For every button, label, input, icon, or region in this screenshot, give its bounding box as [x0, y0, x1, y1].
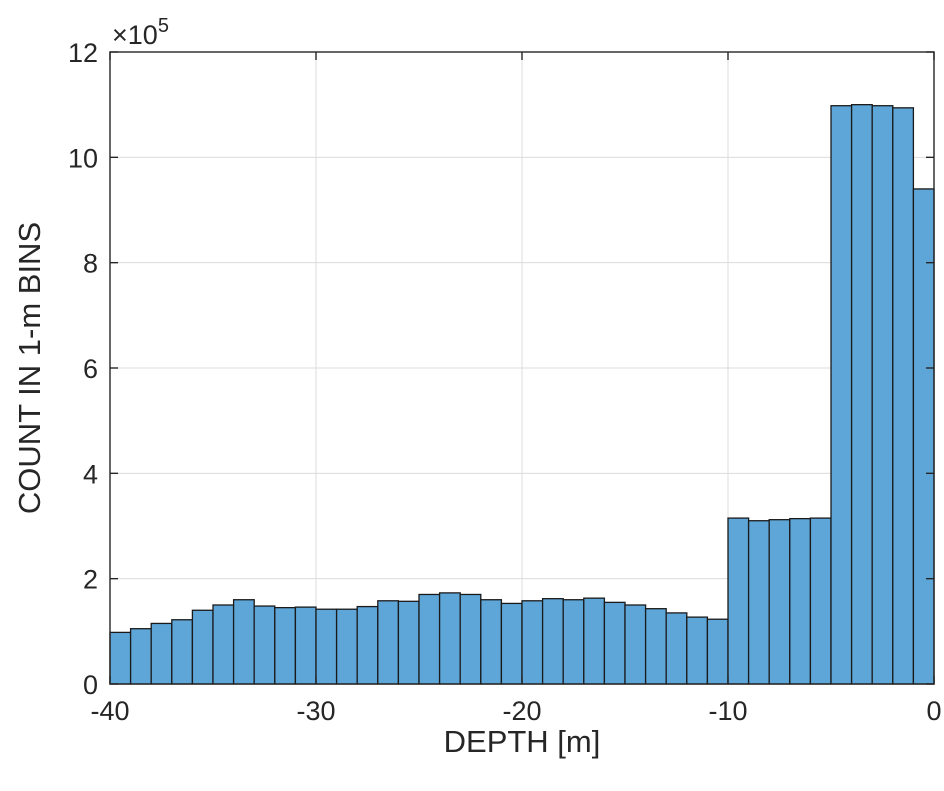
y-exponent-base: ×10: [112, 20, 158, 50]
histogram-bar: [500, 602, 523, 685]
y-tick-label: 8: [83, 249, 98, 279]
histogram-bar: [397, 600, 420, 685]
y-tick-label: 12: [68, 38, 98, 68]
y-tick-label: 2: [83, 565, 98, 595]
histogram-bar: [624, 604, 647, 685]
histogram-bar: [438, 592, 461, 685]
histogram-bars: [109, 104, 935, 685]
x-tick-label: 0: [926, 696, 941, 726]
histogram-bar: [150, 622, 173, 685]
histogram-bar: [377, 600, 400, 685]
y-axis-ticks: 0 2 4 6 8 10 12: [68, 38, 934, 700]
histogram-bar: [892, 107, 915, 685]
histogram-bar: [541, 598, 564, 685]
histogram-bar: [294, 606, 317, 685]
histogram-bar: [109, 631, 132, 685]
histogram-bar: [644, 608, 667, 685]
x-tick-label: -30: [296, 696, 335, 726]
histogram-bar: [459, 593, 482, 685]
histogram-bar: [768, 519, 791, 685]
histogram-bar: [583, 597, 606, 685]
histogram-bar: [727, 517, 750, 685]
histogram-bar: [335, 608, 358, 685]
histogram-bar: [253, 605, 276, 685]
y-tick-label: 4: [83, 459, 98, 489]
histogram-bar: [665, 612, 688, 685]
x-tick-label: -40: [90, 696, 129, 726]
x-axis-ticks: -40 -30 -20 -10 0: [90, 52, 942, 726]
histogram-bar: [809, 517, 832, 685]
y-tick-label: 0: [83, 670, 98, 700]
histogram-bar: [171, 619, 194, 685]
histogram-bar: [356, 605, 379, 685]
histogram-bar: [480, 599, 503, 685]
x-tick-label: -20: [502, 696, 541, 726]
histogram-bar: [274, 606, 297, 685]
histogram-bar: [418, 593, 441, 685]
histogram-bar: [191, 609, 214, 685]
y-axis-exponent: ×105: [112, 15, 169, 50]
y-exponent-power: 5: [158, 15, 169, 37]
y-tick-label: 10: [68, 143, 98, 173]
histogram-bar: [315, 608, 338, 685]
histogram-bar: [747, 520, 770, 685]
histogram-bar: [562, 599, 585, 685]
histogram-bar: [603, 601, 626, 685]
histogram-bar: [686, 616, 709, 685]
y-axis-label: COUNT IN 1-m BINS: [12, 222, 47, 514]
histogram-bar: [129, 628, 152, 685]
y-tick-label: 6: [83, 354, 98, 384]
histogram-bar: [706, 618, 729, 685]
histogram-bar: [232, 599, 255, 685]
histogram-bar: [830, 105, 853, 685]
histogram-bar: [521, 600, 544, 685]
histogram-bar: [850, 104, 873, 685]
x-tick-label: -10: [708, 696, 747, 726]
histogram-bar: [789, 517, 812, 685]
histogram-bar: [871, 105, 894, 685]
x-axis-label: DEPTH [m]: [444, 724, 601, 759]
histogram-bar: [212, 604, 235, 685]
